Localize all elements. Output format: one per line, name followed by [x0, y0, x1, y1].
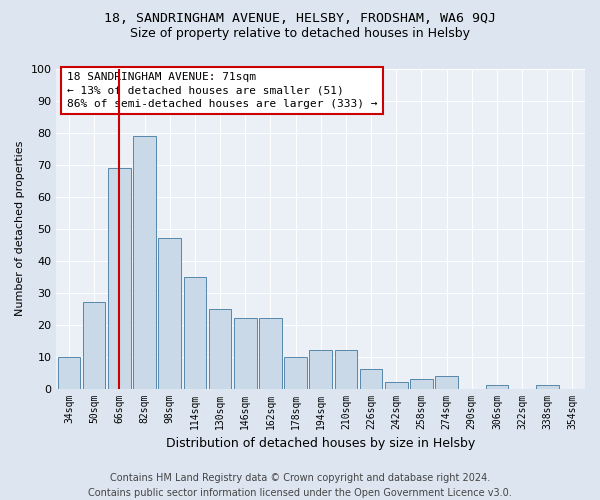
Bar [58, 356, 80, 388]
Bar [184, 276, 206, 388]
Y-axis label: Number of detached properties: Number of detached properties [15, 141, 25, 316]
Text: 18 SANDRINGHAM AVENUE: 71sqm
← 13% of detached houses are smaller (51)
86% of se: 18 SANDRINGHAM AVENUE: 71sqm ← 13% of de… [67, 72, 377, 108]
Bar [385, 382, 407, 388]
Bar [335, 350, 357, 389]
Bar [310, 350, 332, 389]
Bar [158, 238, 181, 388]
Bar [259, 318, 281, 388]
Bar [410, 379, 433, 388]
Text: Size of property relative to detached houses in Helsby: Size of property relative to detached ho… [130, 28, 470, 40]
Bar [83, 302, 106, 388]
Bar [209, 308, 232, 388]
Text: 18, SANDRINGHAM AVENUE, HELSBY, FRODSHAM, WA6 9QJ: 18, SANDRINGHAM AVENUE, HELSBY, FRODSHAM… [104, 12, 496, 26]
Bar [108, 168, 131, 388]
Bar [536, 386, 559, 388]
Bar [360, 370, 382, 388]
Bar [133, 136, 156, 388]
Bar [485, 386, 508, 388]
Text: Contains HM Land Registry data © Crown copyright and database right 2024.
Contai: Contains HM Land Registry data © Crown c… [88, 472, 512, 498]
Bar [435, 376, 458, 388]
Bar [234, 318, 257, 388]
X-axis label: Distribution of detached houses by size in Helsby: Distribution of detached houses by size … [166, 437, 475, 450]
Bar [284, 356, 307, 388]
